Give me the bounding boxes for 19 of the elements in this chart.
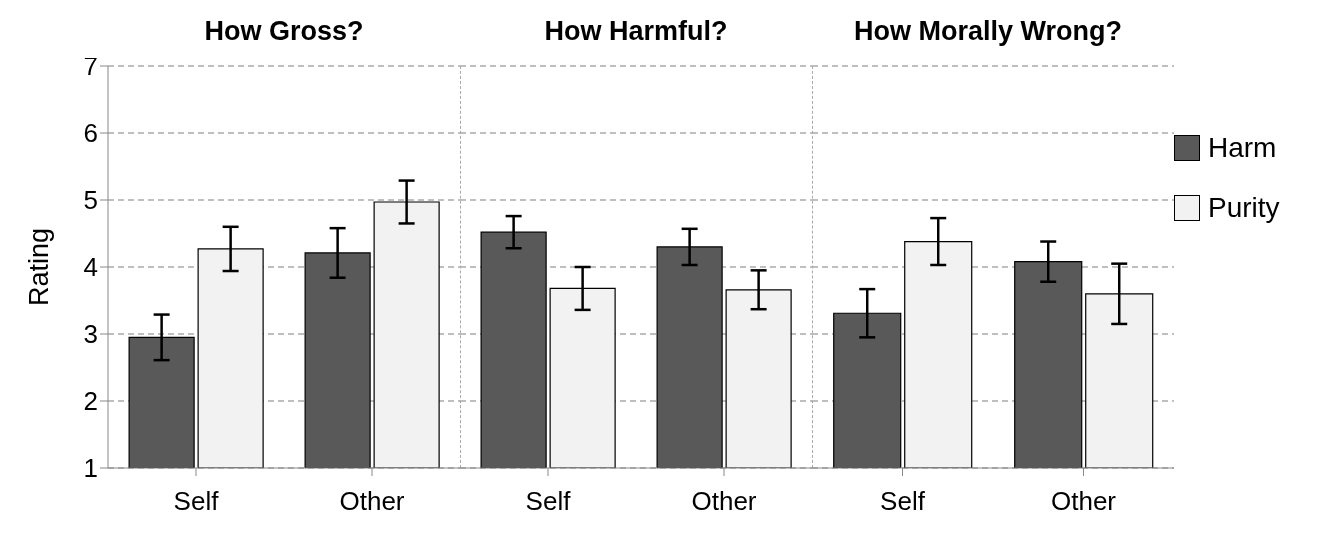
x-tick-label: Self (173, 486, 220, 517)
x-tick-label: Self (880, 486, 926, 517)
y-tick-label: 2 (83, 386, 98, 417)
chart-title: How Gross? (203, 16, 365, 47)
y-axis-title: Rating (23, 227, 54, 307)
y-tick-label: 3 (83, 319, 98, 350)
legend-label: Purity (1208, 191, 1280, 225)
y-tick-label: 7 (83, 51, 98, 82)
y-tick-label: 1 (83, 453, 98, 484)
x-tick-label: Self (525, 486, 572, 517)
chart-title: How Harmful? (543, 16, 729, 47)
y-tick-label: 5 (83, 185, 98, 216)
x-tick-label: Other (339, 486, 405, 517)
x-tick-label: Other (1050, 486, 1117, 517)
y-tick-label: 4 (83, 252, 98, 283)
legend-label: Harm (1208, 131, 1277, 165)
chart-title: How Morally Wrong? (853, 16, 1123, 47)
x-tick-label: Other (691, 486, 757, 517)
y-tick-label: 6 (83, 118, 98, 149)
